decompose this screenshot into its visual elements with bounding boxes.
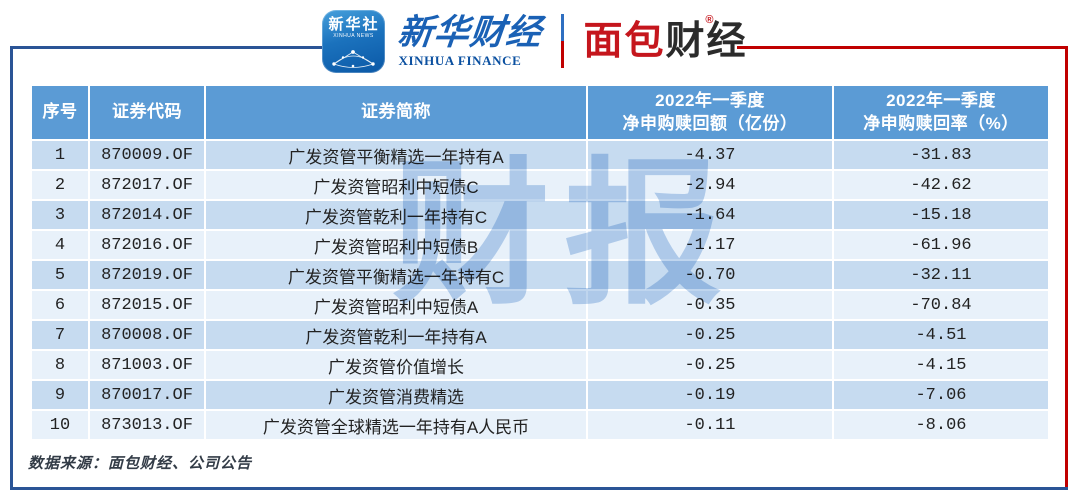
cell-security-name: 广发资管乾利一年持有C	[206, 201, 586, 229]
cell-security-code: 872017.OF	[90, 171, 204, 199]
table-row: 9 870017.OF 广发资管消费精选 -0.19 -7.06	[32, 381, 1048, 409]
table-row: 3 872014.OF 广发资管乾利一年持有C -1.64 -15.18	[32, 201, 1048, 229]
cell-net-amount: -1.17	[588, 231, 832, 259]
cell-security-code: 871003.OF	[90, 351, 204, 379]
frame-left-line	[10, 46, 13, 490]
cell-net-rate: -7.06	[834, 381, 1048, 409]
xinhua-news-app-label-en: XINHUA NEWS	[333, 32, 375, 39]
cell-net-rate: -4.15	[834, 351, 1048, 379]
table-row: 5 872019.OF 广发资管平衡精选一年持有C -0.70 -32.11	[32, 261, 1048, 289]
cell-index: 4	[32, 231, 88, 259]
cell-net-amount: -4.37	[588, 141, 832, 169]
cell-net-rate: -8.06	[834, 411, 1048, 439]
table-header-row: 序号 证券代码 证券简称 2022年一季度 净申购赎回额（亿份） 2022年一季…	[32, 86, 1048, 139]
cell-index: 10	[32, 411, 88, 439]
col-header-index: 序号	[32, 86, 88, 139]
cell-net-rate: -4.51	[834, 321, 1048, 349]
cell-security-code: 870017.OF	[90, 381, 204, 409]
col-header-name: 证券简称	[206, 86, 586, 139]
cell-index: 8	[32, 351, 88, 379]
cell-net-amount: -0.25	[588, 321, 832, 349]
cell-net-amount: -0.11	[588, 411, 832, 439]
col-header-text-line1: 2022年一季度	[655, 90, 765, 110]
cell-security-name: 广发资管消费精选	[206, 381, 586, 409]
cell-security-code: 872014.OF	[90, 201, 204, 229]
xinhua-finance-wordmark-cn: 新华财经	[396, 13, 545, 52]
cell-security-name: 广发资管平衡精选一年持有A	[206, 141, 586, 169]
frame-top-right-line	[737, 46, 1068, 49]
fund-redemption-table: 序号 证券代码 证券简称 2022年一季度 净申购赎回额（亿份） 2022年一季…	[30, 84, 1050, 441]
cell-index: 9	[32, 381, 88, 409]
cell-index: 3	[32, 201, 88, 229]
col-header-code: 证券代码	[90, 86, 204, 139]
cell-net-rate: -61.96	[834, 231, 1048, 259]
table-body: 1 870009.OF 广发资管平衡精选一年持有A -4.37 -31.83 2…	[32, 141, 1048, 439]
cell-security-name: 广发资管乾利一年持有A	[206, 321, 586, 349]
cell-security-code: 872016.OF	[90, 231, 204, 259]
cell-security-code: 870009.OF	[90, 141, 204, 169]
cell-security-code: 872015.OF	[90, 291, 204, 319]
xinhua-news-app-label-cn: 新华社	[328, 15, 380, 33]
cell-index: 1	[32, 141, 88, 169]
col-header-text-line1: 2022年一季度	[886, 90, 996, 110]
frame-bottom-line	[10, 487, 1068, 490]
mianbao-wordmark-red: 面包	[583, 19, 666, 63]
cell-net-rate: -70.84	[834, 291, 1048, 319]
col-header-text-line2: 净申购赎回额（亿份）	[622, 113, 798, 133]
cell-security-code: 873013.OF	[90, 411, 204, 439]
cell-security-name: 广发资管价值增长	[206, 351, 586, 379]
cell-net-rate: -42.62	[834, 171, 1048, 199]
xinhua-news-app-icon: 新华社 XINHUA NEWS	[322, 9, 386, 73]
cell-index: 7	[32, 321, 88, 349]
cell-net-amount: -0.19	[588, 381, 832, 409]
frame-right-line	[1065, 46, 1068, 490]
cell-net-amount: -0.70	[588, 261, 832, 289]
table-row: 1 870009.OF 广发资管平衡精选一年持有A -4.37 -31.83	[32, 141, 1048, 169]
cell-security-name: 广发资管昭利中短债C	[206, 171, 586, 199]
col-header-text: 证券代码	[112, 102, 182, 122]
cell-index: 5	[32, 261, 88, 289]
xinhua-finance-wordmark-en: XINHUA FINANCE	[398, 53, 522, 68]
col-header-net-amount: 2022年一季度 净申购赎回额（亿份）	[588, 86, 832, 139]
frame-top-left-line	[10, 46, 330, 49]
cell-net-amount: -0.35	[588, 291, 832, 319]
cell-index: 6	[32, 291, 88, 319]
cell-net-rate: -15.18	[834, 201, 1048, 229]
data-source-note: 数据来源：面包财经、公司公告	[28, 456, 253, 472]
logo-divider	[561, 14, 565, 68]
cell-security-name: 广发资管昭利中短债B	[206, 231, 586, 259]
network-globe-icon	[332, 49, 376, 68]
mianbao-wordmark-dark: 财经	[665, 19, 748, 63]
cell-security-name: 广发资管昭利中短债A	[206, 291, 586, 319]
header-logo-bar: 新华社 XINHUA NEWS 新华财经 XINHUA FINANCE 面包财经…	[0, 4, 1080, 78]
col-header-text: 证券简称	[361, 102, 431, 122]
col-header-net-rate: 2022年一季度 净申购赎回率（%）	[834, 86, 1048, 139]
xinhua-finance-logo: 新华财经 XINHUA FINANCE	[396, 13, 545, 68]
table-row: 6 872015.OF 广发资管昭利中短债A -0.35 -70.84	[32, 291, 1048, 319]
cell-net-amount: -2.94	[588, 171, 832, 199]
table-row: 4 872016.OF 广发资管昭利中短债B -1.17 -61.96	[32, 231, 1048, 259]
cell-security-code: 870008.OF	[90, 321, 204, 349]
cell-index: 2	[32, 171, 88, 199]
cell-security-name: 广发资管平衡精选一年持有C	[206, 261, 586, 289]
cell-net-amount: -1.64	[588, 201, 832, 229]
col-header-text: 序号	[42, 102, 78, 122]
mianbao-finance-logo: 面包财经 ®	[583, 14, 757, 63]
table-row: 2 872017.OF 广发资管昭利中短债C -2.94 -42.62	[32, 171, 1048, 199]
registered-trademark-icon: ®	[705, 13, 716, 26]
cell-security-code: 872019.OF	[90, 261, 204, 289]
cell-security-name: 广发资管全球精选一年持有A人民币	[206, 411, 586, 439]
table-row: 8 871003.OF 广发资管价值增长 -0.25 -4.15	[32, 351, 1048, 379]
cell-net-amount: -0.25	[588, 351, 832, 379]
table-row: 10 873013.OF 广发资管全球精选一年持有A人民币 -0.11 -8.0…	[32, 411, 1048, 439]
cell-net-rate: -32.11	[834, 261, 1048, 289]
cell-net-rate: -31.83	[834, 141, 1048, 169]
table-header: 序号 证券代码 证券简称 2022年一季度 净申购赎回额（亿份） 2022年一季…	[32, 86, 1048, 139]
table-row: 7 870008.OF 广发资管乾利一年持有A -0.25 -4.51	[32, 321, 1048, 349]
col-header-text-line2: 净申购赎回率（%）	[863, 113, 1019, 133]
